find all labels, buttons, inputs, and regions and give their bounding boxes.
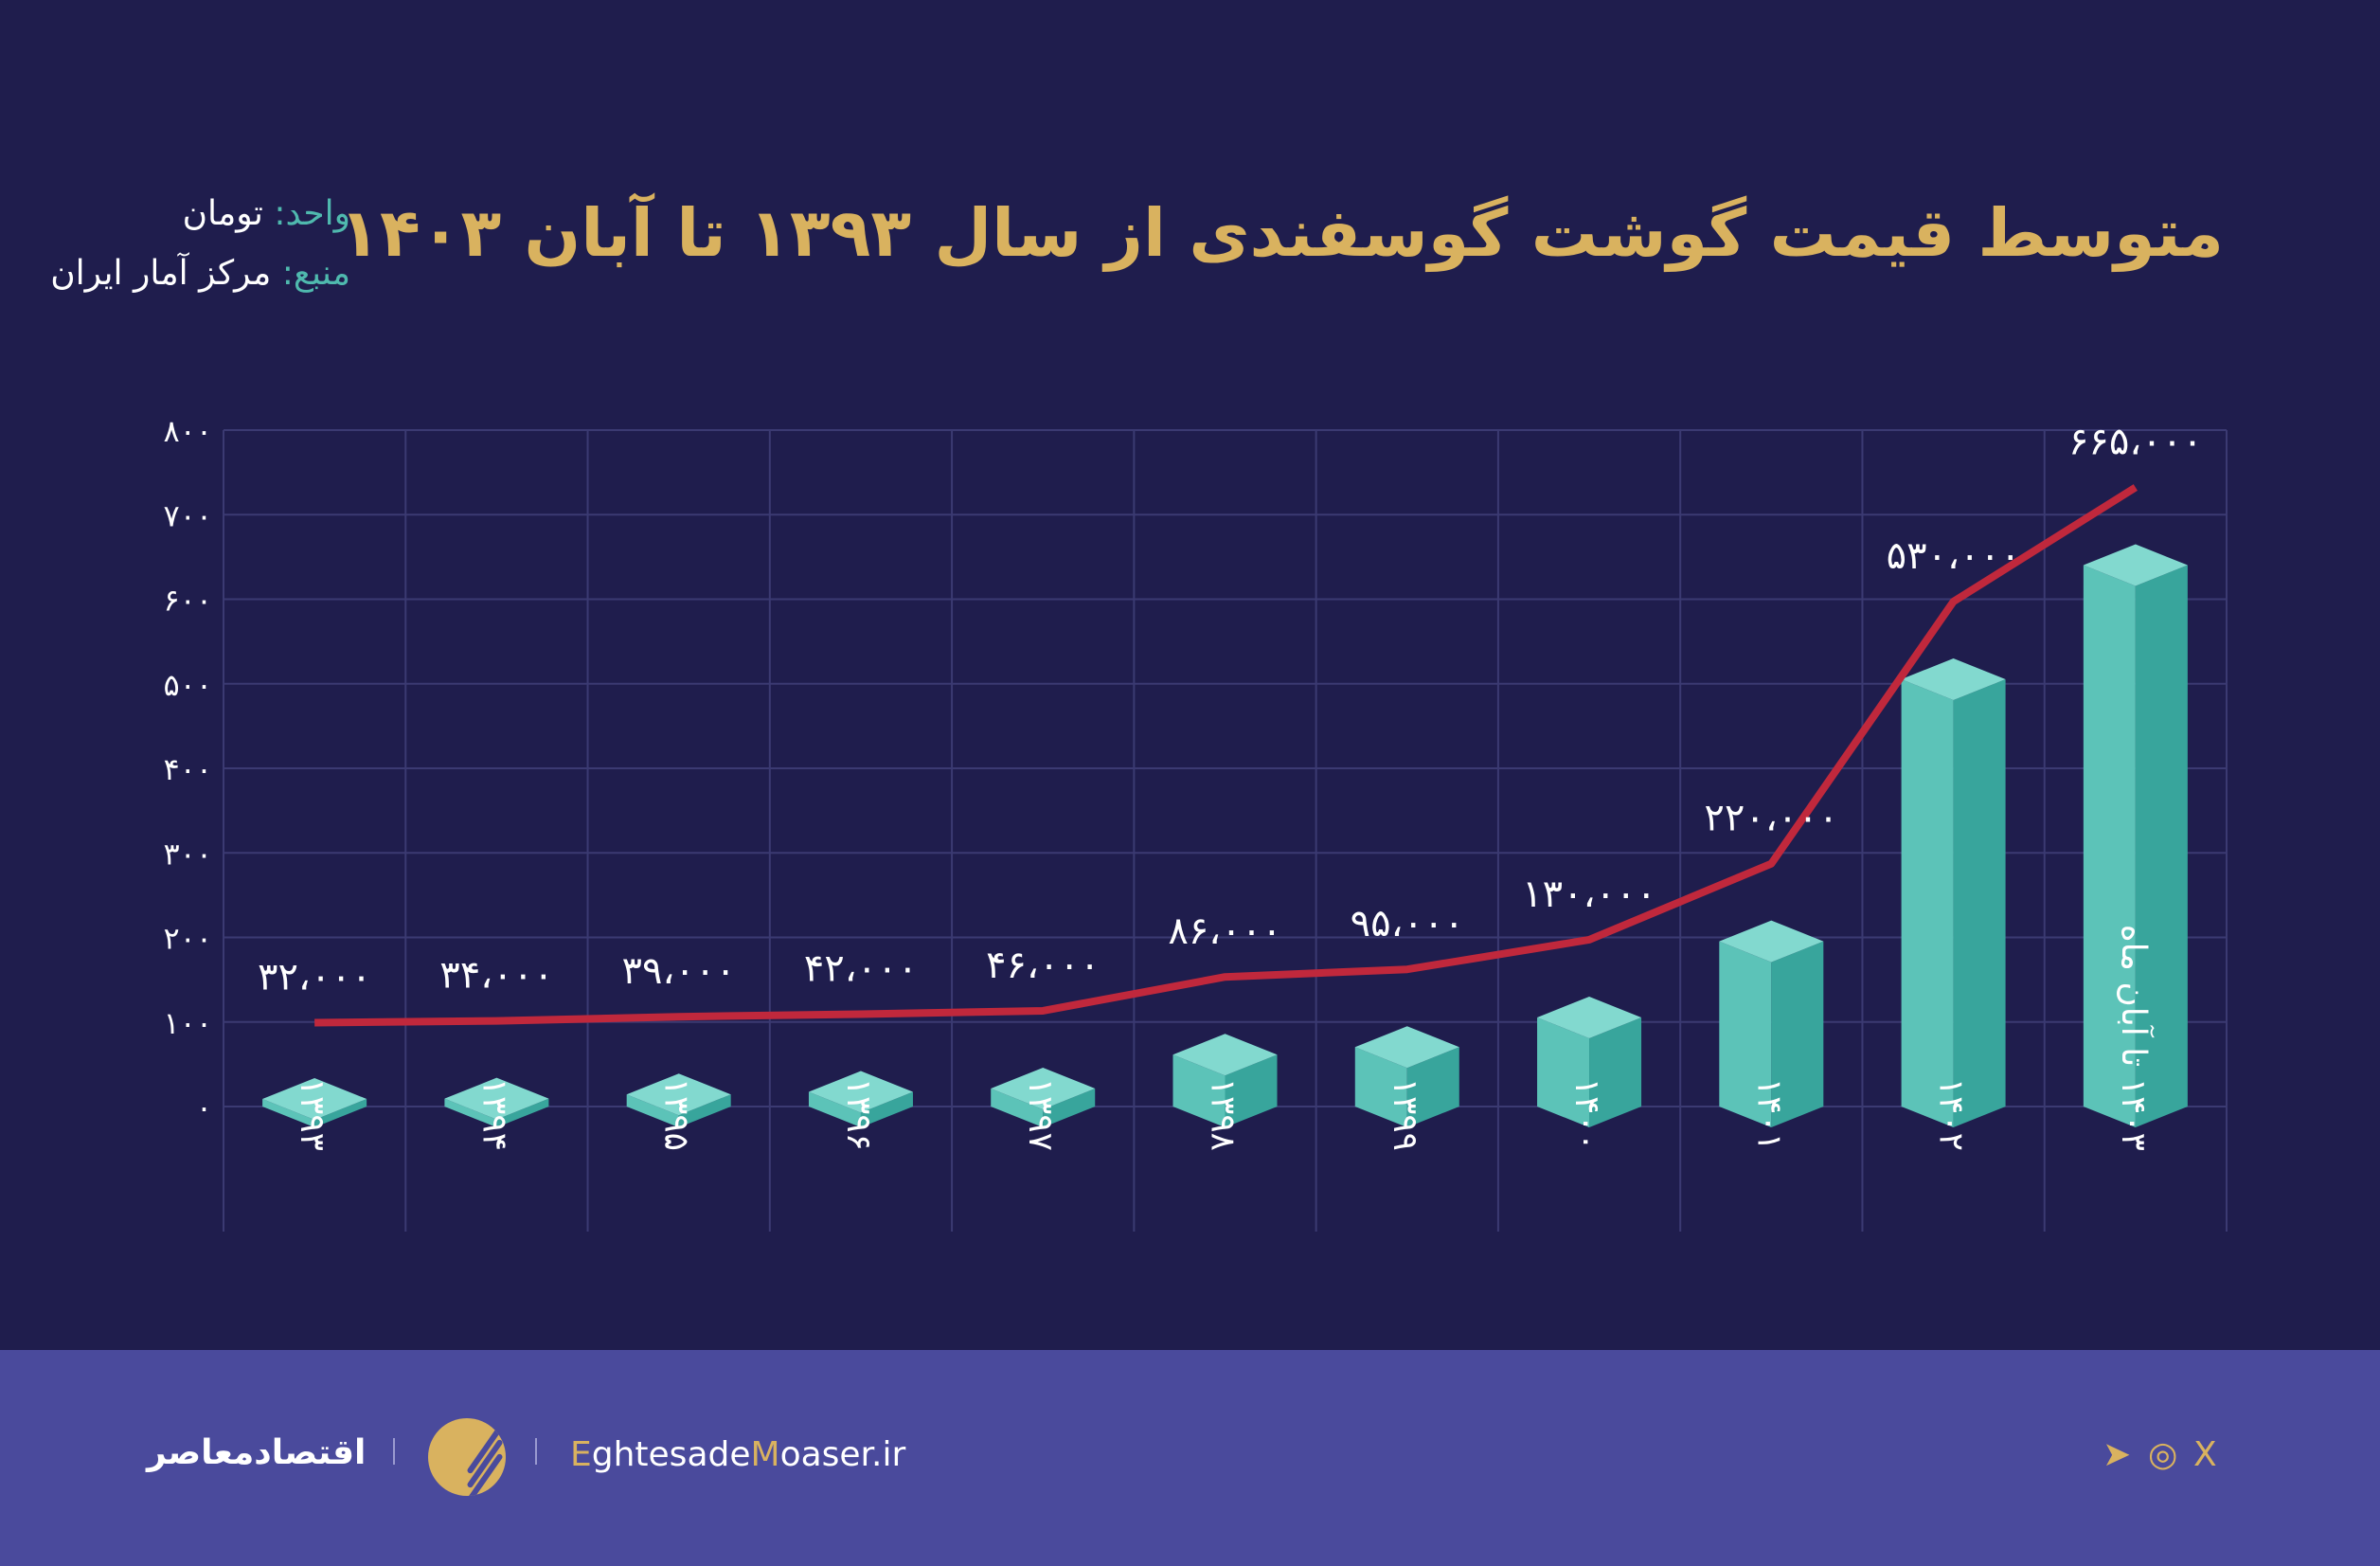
data-label: ۵۳۰،۰۰۰ bbox=[1887, 534, 2021, 578]
bar-front-face bbox=[1719, 941, 1772, 1127]
y-tick-label: ۲۰۰ bbox=[163, 921, 212, 957]
data-label: ۲۲۰،۰۰۰ bbox=[1704, 797, 1838, 840]
y-tick-label: ۱۰۰ bbox=[163, 1005, 212, 1041]
y-tick-label: ۵۰۰ bbox=[163, 667, 212, 703]
bar-side-face bbox=[2135, 565, 2188, 1127]
bar-top-face bbox=[991, 1067, 1096, 1109]
x-tick-label: ۱۴۰۲ bbox=[1932, 1078, 1971, 1151]
brand-logo bbox=[428, 1418, 506, 1496]
unit-info: واحد: تومان bbox=[38, 194, 350, 233]
data-label: ۶۶۵،۰۰۰ bbox=[2068, 420, 2203, 463]
bar-front-face bbox=[2083, 565, 2136, 1127]
bar-front-face bbox=[808, 1091, 861, 1127]
bar-top-face bbox=[1354, 1026, 1459, 1069]
data-label: ۱۳۰،۰۰۰ bbox=[1522, 873, 1656, 916]
bar-top-face bbox=[808, 1071, 913, 1113]
bar-top-face bbox=[626, 1073, 731, 1116]
bar-side-face bbox=[1406, 1047, 1459, 1127]
bar-top-face bbox=[1719, 920, 1824, 963]
data-label: ۳۲،۰۰۰ bbox=[258, 955, 371, 999]
x-tick-label: ۱۴۰۱ bbox=[1749, 1078, 1788, 1151]
y-tick-label: ۸۰۰ bbox=[163, 413, 212, 449]
x-tick-label: ۱۳۹۵ bbox=[657, 1078, 696, 1151]
divider bbox=[535, 1438, 537, 1465]
x-tick-label: ۱۳۹۷ bbox=[1021, 1078, 1060, 1151]
bar-side-face bbox=[860, 1091, 913, 1127]
y-tick-label: ۷۰۰ bbox=[163, 497, 212, 533]
x-tick-label: ۱۳۹۹ bbox=[1386, 1078, 1424, 1151]
x-tick-label: ۱۳۹۶ bbox=[839, 1078, 878, 1151]
telegram-icon[interactable]: ➤ bbox=[2103, 1435, 2132, 1474]
brand-name: اقتصادمعاصر bbox=[147, 1433, 367, 1472]
bar-front-face bbox=[1172, 1054, 1226, 1127]
x-tick-label: ۱۴۰۳ تا آبان ماه bbox=[2114, 925, 2156, 1151]
bar-top-face bbox=[444, 1077, 549, 1120]
bar-side-face bbox=[314, 1099, 367, 1127]
bar-side-face bbox=[1043, 1088, 1096, 1127]
data-label: ۳۴،۰۰۰ bbox=[439, 954, 553, 998]
divider bbox=[393, 1438, 395, 1465]
source-value: مرکز آمار ایران bbox=[50, 254, 272, 293]
unit-value: تومان bbox=[182, 194, 263, 233]
bar-side-face bbox=[1953, 678, 2006, 1127]
bar-top-face bbox=[1172, 1034, 1278, 1076]
data-label: ۴۶،۰۰۰ bbox=[986, 944, 1100, 987]
unit-label: واحد: bbox=[274, 194, 350, 233]
bar-side-face bbox=[678, 1094, 731, 1127]
bar-front-face bbox=[991, 1088, 1044, 1127]
footer: اقتصادمعاصر EghtesadeMoaser.ir ➤ ◎ X bbox=[0, 1350, 2380, 1566]
bar-top-face bbox=[262, 1078, 367, 1120]
bar-front-face bbox=[1537, 1017, 1590, 1127]
bar-front-face bbox=[444, 1098, 497, 1127]
bar-front-face bbox=[262, 1099, 315, 1127]
source-label: منبع: bbox=[281, 254, 350, 293]
bar-side-face bbox=[496, 1098, 549, 1127]
x-tick-label: ۱۳۹۳ bbox=[293, 1078, 331, 1151]
source-info: منبع: مرکز آمار ایران bbox=[38, 254, 350, 293]
data-label: ۸۶،۰۰۰ bbox=[1168, 909, 1281, 953]
y-tick-label: ۶۰۰ bbox=[163, 583, 212, 619]
bar-side-face bbox=[1225, 1054, 1278, 1127]
bar-front-face bbox=[626, 1094, 679, 1127]
data-label: ۴۲،۰۰۰ bbox=[804, 947, 918, 991]
y-tick-label: ۴۰۰ bbox=[163, 751, 212, 787]
bar-top-face bbox=[2083, 544, 2188, 586]
x-icon[interactable]: X bbox=[2193, 1435, 2217, 1474]
bar-top-face bbox=[1537, 996, 1642, 1038]
x-tick-label: ۱۳۹۸ bbox=[1204, 1078, 1243, 1151]
instagram-icon[interactable]: ◎ bbox=[2148, 1435, 2178, 1474]
data-label: ۹۵،۰۰۰ bbox=[1351, 902, 1464, 945]
bar-front-face bbox=[1354, 1047, 1407, 1127]
data-label: ۳۹،۰۰۰ bbox=[622, 949, 736, 993]
x-tick-label: ۱۴۰۰ bbox=[1567, 1078, 1606, 1151]
chart: ۰ ۱۰۰ ۲۰۰ ۳۰۰ ۴۰۰ ۵۰۰ ۶۰۰ ۷۰۰ ۸۰۰ ۱۳۹۳ ۱۳۹۴ ۱۳۹۵ ۱۳۹… bbox=[163, 413, 2228, 1232]
bar-top-face bbox=[1901, 657, 2006, 700]
bar-side-face bbox=[1589, 1017, 1642, 1127]
trend-line bbox=[314, 484, 2138, 1027]
y-tick-label: ۳۰۰ bbox=[163, 836, 212, 872]
chart-title: متوسط قیمت گوشت گوسفندی از سال ۱۳۹۳ تا آ… bbox=[339, 194, 2224, 272]
website-link[interactable]: EghtesadeMoaser.ir bbox=[570, 1435, 906, 1474]
bar-front-face bbox=[1901, 678, 1954, 1127]
x-tick-label: ۱۳۹۴ bbox=[474, 1078, 513, 1151]
y-tick-label: ۰ bbox=[196, 1089, 212, 1125]
bar-side-face bbox=[1771, 941, 1824, 1127]
